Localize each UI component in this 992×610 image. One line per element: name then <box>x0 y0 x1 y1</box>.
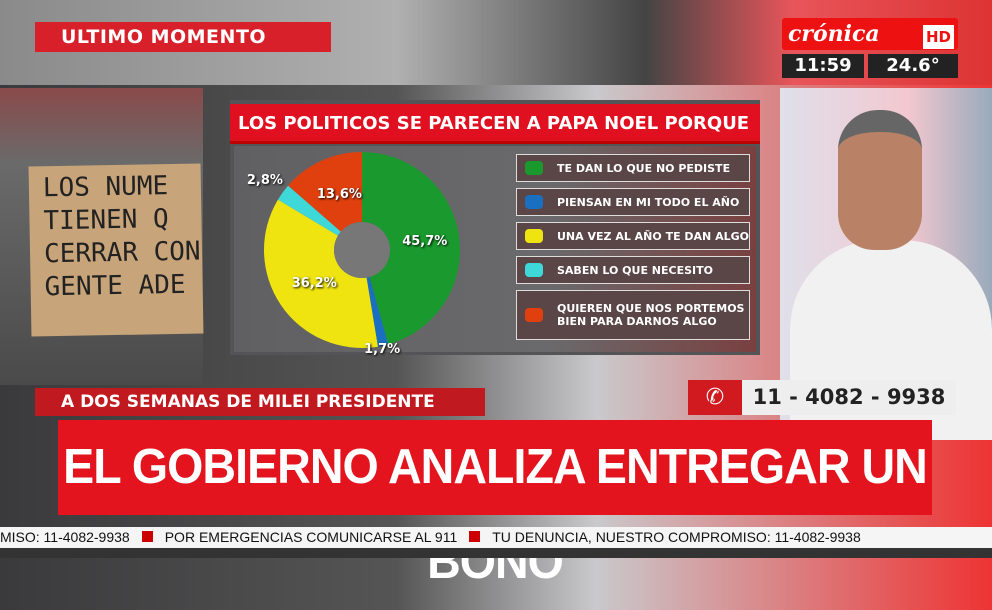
legend-label: UNA VEZ AL AÑO TE DAN ALGO <box>557 229 749 243</box>
ultimo-momento-banner: ULTIMO MOMENTO <box>35 22 331 52</box>
data-label: 13,6% <box>316 186 362 202</box>
legend-label: QUIEREN QUE NOS PORTEMOS BIEN PARA DARNO… <box>557 302 745 328</box>
legend-swatch <box>525 308 543 322</box>
legend-item: TE DAN LO QUE NO PEDISTE <box>516 154 750 182</box>
donut-hole <box>334 222 390 278</box>
data-label: 36,2% <box>291 276 337 292</box>
chart-area: TE DAN LO QUE NO PEDISTE PIENSAN EN MI TO… <box>234 146 756 357</box>
legend-label: SABEN LO QUE NECESITO <box>557 263 713 277</box>
phone-box: ✆ 11 - 4082 - 9938 <box>688 380 956 415</box>
legend-item: SABEN LO QUE NECESITO <box>516 256 750 284</box>
legend-item: PIENSAN EN MI TODO EL AÑO <box>516 188 750 216</box>
donut-slice <box>362 152 460 345</box>
donut-slice <box>288 152 362 232</box>
ticker-item: MISO: 11-4082-9938 <box>0 529 130 545</box>
temperature: 24.6° <box>868 54 958 78</box>
data-label: 45,7% <box>402 233 448 249</box>
ticker-separator <box>141 531 153 542</box>
poll-panel: LOS POLITICOS SE PARECEN A PAPA NOEL POR… <box>230 100 760 357</box>
channel-logo: crónica HD 11:59 24.6° <box>760 14 958 80</box>
whatsapp-icon: ✆ <box>688 380 742 415</box>
legend-swatch <box>525 229 543 243</box>
ticker-item: POR EMERGENCIAS COMUNICARSE AL 911 <box>164 529 458 545</box>
donut-chart <box>264 152 460 348</box>
news-ticker: MISO: 11-4082-9938 POR EMERGENCIAS COMUNI… <box>0 527 992 548</box>
main-headline: EL GOBIERNO ANALIZA ENTREGAR UN BONO <box>58 420 932 589</box>
ticker-item: TU DENUNCIA, NUESTRO COMPROMISO: 11-4082… <box>492 529 861 545</box>
brand-name: crónica <box>788 21 880 47</box>
ticker-separator <box>469 531 481 542</box>
legend-label: PIENSAN EN MI TODO EL AÑO <box>557 195 740 209</box>
chart-title: LOS POLITICOS SE PARECEN A PAPA NOEL POR… <box>230 104 760 144</box>
legend-swatch <box>525 161 543 175</box>
donut-slice <box>366 276 389 347</box>
bottom-strip <box>0 548 992 558</box>
protest-sign: LOS NUME TIENEN Q CERRAR CON GENTE ADE <box>28 163 204 337</box>
clock: 11:59 <box>782 54 864 78</box>
legend-swatch <box>525 263 543 277</box>
brand-logo: crónica HD <box>782 18 958 50</box>
donut-slice <box>277 185 341 236</box>
guest-head <box>838 110 922 250</box>
legend-swatch <box>525 195 543 209</box>
donut-slice <box>264 199 378 348</box>
subheadline: A DOS SEMANAS DE MILEI PRESIDENTE <box>35 388 485 416</box>
hd-badge: HD <box>922 25 954 49</box>
data-label: 2,8% <box>246 172 283 188</box>
legend-item: QUIEREN QUE NOS PORTEMOS BIEN PARA DARNO… <box>516 290 750 340</box>
legend-label: TE DAN LO QUE NO PEDISTE <box>557 161 731 175</box>
phone-number: 11 - 4082 - 9938 <box>742 380 956 415</box>
data-label: 1,7% <box>364 342 401 358</box>
legend-item: UNA VEZ AL AÑO TE DAN ALGO <box>516 222 750 250</box>
